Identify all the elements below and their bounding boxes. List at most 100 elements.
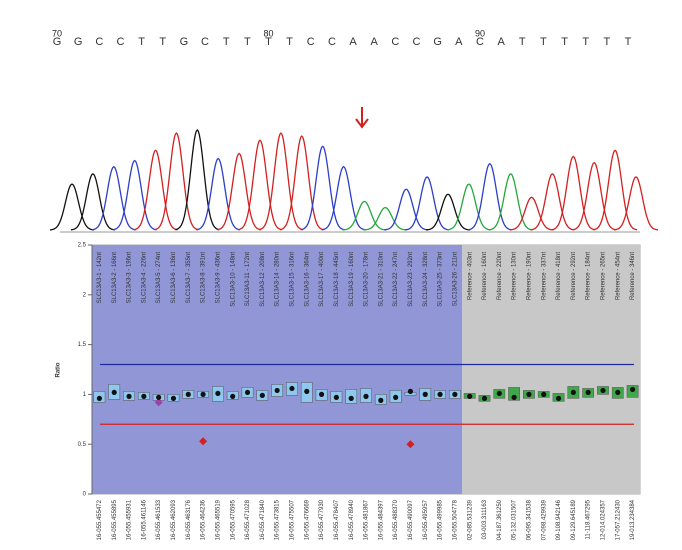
ratio-point bbox=[407, 388, 414, 395]
probe-id: 16-055.504778 bbox=[452, 499, 458, 540]
base-letter: T bbox=[286, 36, 293, 48]
peak bbox=[321, 165, 366, 231]
probe-id: 16-055.455895 bbox=[112, 499, 118, 540]
probe-label: SLC13A3-2 - 166nt bbox=[112, 252, 118, 304]
ratio-point bbox=[467, 393, 473, 399]
probe-label: SLC13A3-1 - 142nt bbox=[97, 252, 103, 304]
ratio-point bbox=[570, 389, 576, 396]
ratio-point bbox=[96, 395, 103, 401]
peak bbox=[363, 206, 408, 231]
base-letter: T bbox=[625, 36, 632, 48]
ratio-point bbox=[318, 391, 325, 397]
ratio-point bbox=[615, 389, 621, 396]
base-letter: T bbox=[519, 36, 526, 48]
probe-label: Reference - 190nt bbox=[526, 252, 532, 300]
probe-label: SLC13A3-16 - 364nt bbox=[304, 252, 310, 307]
base-letter: T bbox=[159, 36, 166, 48]
y-tick-label: 0 bbox=[83, 492, 87, 498]
base-letter: T bbox=[244, 36, 251, 48]
probe-id: 16-055.475507 bbox=[290, 499, 296, 540]
probe-id: 16-055.476669 bbox=[304, 499, 310, 540]
base-letter: C bbox=[328, 36, 336, 48]
probe-label: SLC13A3-21 - 310nt bbox=[378, 252, 384, 307]
probe-id: 16-055.471028 bbox=[245, 499, 251, 540]
base-letter: A bbox=[349, 36, 357, 48]
base-letter: T bbox=[582, 36, 589, 48]
mutation-arrow bbox=[355, 107, 369, 129]
probe-id: 02-085.531239 bbox=[467, 499, 473, 540]
peak bbox=[49, 183, 95, 231]
peak bbox=[509, 196, 554, 231]
probe-id: 16-055.465519 bbox=[215, 499, 221, 540]
probe-label: SLC13A3-12 - 208nt bbox=[260, 252, 266, 307]
ratio-point bbox=[200, 391, 206, 397]
probe-id: 16-055.461146 bbox=[141, 499, 147, 540]
probe-label: SLC13A3-19 - 160nt bbox=[349, 252, 355, 307]
ratio-point bbox=[333, 394, 339, 400]
peak bbox=[91, 165, 136, 231]
probe-label: SLC13A3-6 - 136nt bbox=[171, 252, 177, 304]
probe-label: SLC13A3-3 - 196nt bbox=[127, 252, 133, 304]
probe-id: 07-098.429939 bbox=[541, 499, 547, 540]
base-letter: T bbox=[138, 36, 145, 48]
probe-id: 16-055.481867 bbox=[364, 499, 370, 540]
peak bbox=[154, 132, 199, 231]
probe-label: SLC13A3-4 - 226nt bbox=[141, 252, 147, 304]
probe-label: SLC13A3-20 - 178nt bbox=[364, 252, 370, 307]
peak bbox=[405, 176, 450, 231]
probe-label: SLC13A3-15 - 316nt bbox=[290, 252, 296, 307]
ratio-point bbox=[452, 391, 458, 397]
y-tick-label: 2.5 bbox=[78, 243, 87, 249]
peak bbox=[613, 176, 659, 231]
probe-label: Reference - 346nt bbox=[630, 252, 636, 300]
ratio-point bbox=[126, 393, 132, 399]
ratio-point bbox=[541, 391, 547, 397]
base-letter: G bbox=[74, 36, 83, 48]
base-letter: T bbox=[265, 36, 272, 48]
peak bbox=[216, 152, 262, 231]
sample-point bbox=[154, 398, 163, 407]
ratio-point bbox=[555, 395, 562, 401]
probe-label: SLC13A3-7 - 355nt bbox=[186, 252, 192, 304]
group-region bbox=[462, 245, 640, 494]
probe-label: SLC13A3-11 - 172nt bbox=[245, 252, 251, 307]
peak bbox=[196, 157, 241, 231]
base-letter: C bbox=[307, 36, 315, 48]
probe-id: 16-055.462093 bbox=[171, 499, 177, 540]
ratio-point bbox=[363, 393, 369, 399]
ratio-point bbox=[437, 391, 443, 397]
probe-id: 09-108.942146 bbox=[556, 499, 562, 540]
probe-id: 16-055.463176 bbox=[186, 499, 192, 540]
probe-id: 16-055.499985 bbox=[438, 499, 444, 540]
base-letter: T bbox=[603, 36, 610, 48]
y-axis-label: Ratio bbox=[56, 362, 62, 377]
base-letter: G bbox=[53, 36, 62, 48]
probe-id: 16-055.490097 bbox=[408, 499, 414, 540]
probe-label: Reference - 292nt bbox=[571, 252, 577, 300]
peak bbox=[384, 188, 429, 231]
peak bbox=[175, 128, 220, 231]
ratio-point bbox=[629, 386, 636, 393]
peak bbox=[593, 149, 638, 231]
base-letter: A bbox=[371, 36, 379, 48]
probe-label: Reference - 130nt bbox=[512, 252, 518, 300]
probe-id: 16-055.484397 bbox=[378, 499, 384, 540]
peak bbox=[133, 149, 178, 231]
peak bbox=[551, 155, 596, 231]
ratio-point bbox=[526, 391, 532, 397]
position-label: 90 bbox=[475, 28, 485, 38]
peak bbox=[530, 173, 575, 231]
ratio-point bbox=[585, 389, 591, 396]
y-tick-label: 1.5 bbox=[78, 342, 87, 348]
peak bbox=[342, 200, 387, 231]
probe-label: SLC13A3-23 - 292nt bbox=[408, 252, 414, 307]
y-tick-label: 2 bbox=[83, 292, 87, 298]
probe-id: 11-118.467295 bbox=[586, 499, 592, 539]
ratio-point bbox=[304, 388, 310, 395]
probe-label: Reference - 403nt bbox=[467, 252, 473, 300]
probe-id: 19-013.234384 bbox=[630, 499, 636, 540]
ratio-point bbox=[289, 385, 295, 392]
probe-label: SLC13A3-10 - 148nt bbox=[230, 252, 236, 307]
peak bbox=[467, 162, 512, 231]
